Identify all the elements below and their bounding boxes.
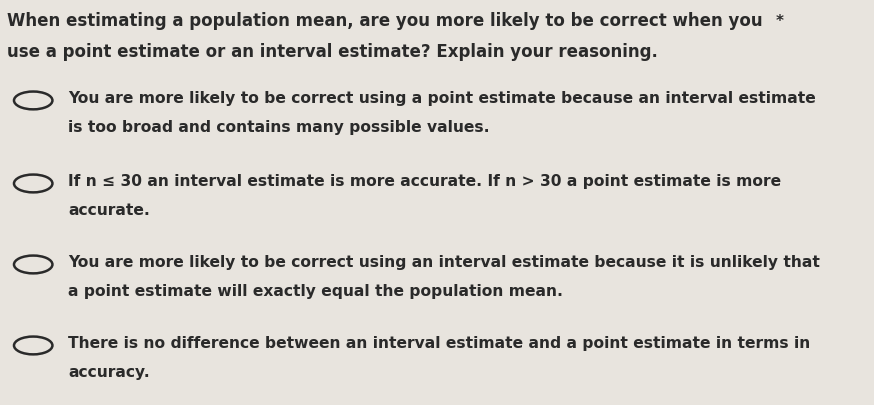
Text: accuracy.: accuracy. [68,365,150,380]
Text: *: * [775,14,783,29]
Text: accurate.: accurate. [68,203,150,218]
Text: There is no difference between an interval estimate and a point estimate in term: There is no difference between an interv… [68,336,810,351]
Text: You are more likely to be correct using an interval estimate because it is unlik: You are more likely to be correct using … [68,255,820,270]
Text: You are more likely to be correct using a point estimate because an interval est: You are more likely to be correct using … [68,91,816,106]
Text: is too broad and contains many possible values.: is too broad and contains many possible … [68,120,489,135]
Text: use a point estimate or an interval estimate? Explain your reasoning.: use a point estimate or an interval esti… [7,43,658,60]
Text: When estimating a population mean, are you more likely to be correct when you: When estimating a population mean, are y… [7,12,763,30]
Text: If n ≤ 30 an interval estimate is more accurate. If n > 30 a point estimate is m: If n ≤ 30 an interval estimate is more a… [68,174,781,189]
Text: a point estimate will exactly equal the population mean.: a point estimate will exactly equal the … [68,284,563,299]
